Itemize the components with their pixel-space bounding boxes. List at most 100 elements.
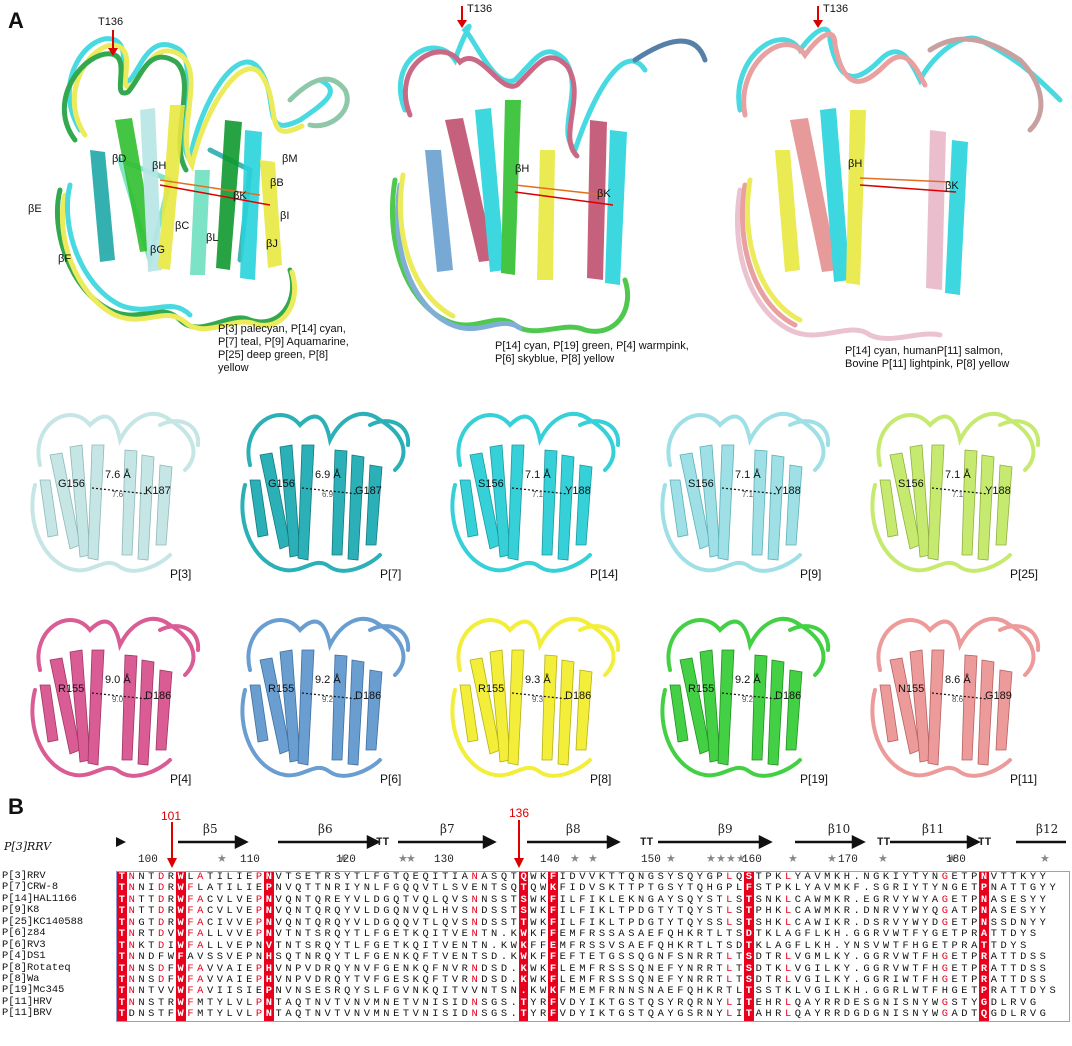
structure-drawing (660, 412, 831, 573)
svg-text:★: ★ (217, 852, 227, 865)
panel-a-label: A (8, 8, 24, 33)
svg-text:★: ★ (406, 852, 416, 865)
sequence-name: P[8]Rotateq (2, 961, 71, 974)
structure-drawing (450, 412, 621, 573)
distance-small-label: 7.1 (952, 490, 964, 499)
structure-drawing (660, 617, 831, 778)
distance-label: 9.0 Å (105, 674, 131, 686)
structure-grid: G156 K187 7.6 Å 7.6 P[3] G156 G187 6.9 Å 6.9 P[7]… (0, 385, 1072, 795)
distance-label: 7.1 Å (945, 469, 971, 481)
alignment-panel: P[3]RRV 101 136 ★ ★ ★ ★ ★ ★ ★ ★ ★ ★ ★ ★ ★ ★ ★ ★ β (0, 800, 1072, 1046)
superposition-1-caption: P[3] palecyan, P[14] cyan, P[7] teal, P[… (218, 323, 349, 374)
svg-text:★: ★ (878, 852, 888, 865)
strand-label: βB (270, 177, 284, 189)
panel-b-label: B (8, 794, 24, 819)
strand-label: βC (175, 220, 190, 232)
strand-label: βH (152, 160, 167, 172)
strand-label: βE (28, 203, 42, 215)
strand-label: βJ (266, 238, 278, 250)
distance-label: 7.1 Å (735, 469, 761, 481)
sequence-names: P[3]RRV P[7]CRW-8 P[14]HAL1166 P[9]K8 P[25]K… (2, 870, 84, 1020)
strand-label: βH (515, 163, 530, 175)
structure-cell: R155 D186 9.0 Å 9.0 P[4] (10, 590, 210, 790)
structure-drawing (30, 412, 201, 573)
svg-text:★: ★ (570, 852, 580, 865)
svg-text:★: ★ (788, 852, 798, 865)
residue-label-2: D186 (145, 690, 172, 702)
structure-name: P[25] (1010, 567, 1039, 581)
svg-text:★: ★ (716, 852, 726, 865)
strand-label: βI (280, 210, 290, 222)
residue-label-2: Y188 (985, 485, 1011, 497)
strand-label: βM (282, 153, 298, 165)
distance-label: 9.2 Å (315, 674, 341, 686)
residue-label-1: S156 (898, 478, 924, 490)
sequence-name: P[11]BRV (2, 1007, 52, 1020)
distance-small-label: 7.6 (112, 490, 124, 499)
structure-drawing (240, 412, 411, 573)
ss-label: β7 (440, 822, 455, 836)
sequence-name: P[9]K8 (2, 904, 40, 917)
svg-text:★: ★ (398, 852, 408, 865)
structure-drawing (450, 617, 621, 778)
sequence-name: P[11]HRV (2, 995, 52, 1008)
reference-label: P[3]RRV (4, 840, 52, 853)
ss-label: β11 (922, 822, 945, 836)
sequence-name: P[3]RRV (2, 870, 46, 882)
ss-label: β9 (718, 822, 733, 836)
residue-label-1: R155 (58, 683, 85, 695)
turn-label: TT (376, 837, 390, 849)
distance-label: 7.1 Å (525, 469, 551, 481)
residue-label-1: R155 (478, 683, 505, 695)
structure-drawing (870, 412, 1041, 573)
t136-marker: T136 (823, 3, 849, 15)
residue-label-2: D186 (355, 690, 382, 702)
residue-label-2: G187 (355, 485, 382, 497)
strand-label: βD (112, 153, 127, 165)
ruler-label: 150 (641, 854, 661, 866)
structure-cell: R155 D186 9.2 Å 9.2 P[19] (640, 590, 840, 790)
distance-small-label: 7.1 (532, 490, 544, 499)
superposition-1: T136 βD βH βM βB βK βE βC βI βL βG βJ βF… (20, 10, 360, 380)
superposition-2-drawing (389, 6, 708, 334)
marker-101: 101 (161, 809, 182, 823)
structure-drawing (870, 617, 1041, 778)
residue-label-1: G156 (58, 478, 85, 490)
ruler-label: 110 (240, 854, 260, 866)
structure-name: P[19] (800, 772, 829, 786)
strand-label: βK (233, 190, 247, 202)
superposition-2-caption: P[14] cyan, P[19] green, P[4] warmpink, … (495, 340, 689, 365)
structure-cell: G156 G187 6.9 Å 6.9 P[7] (220, 385, 420, 585)
strand-label: βL (206, 232, 219, 244)
residue-label-2: G189 (985, 690, 1012, 702)
distance-small-label: 9.2 (322, 695, 334, 704)
structure-cell: R155 D186 9.2 Å 9.2 P[6] (220, 590, 420, 790)
distance-label: 9.3 Å (525, 674, 551, 686)
distance-small-label: 7.1 (742, 490, 754, 499)
structure-cell: N155 G189 8.6 Å 8.6 P[11] (850, 590, 1050, 790)
distance-label: 9.2 Å (735, 674, 761, 686)
strand-label: βG (150, 244, 165, 256)
residue-label-2: D186 (565, 690, 592, 702)
distance-small-label: 9.2 (742, 695, 754, 704)
svg-text:★: ★ (726, 852, 736, 865)
marker-136: 136 (509, 806, 530, 820)
svg-text:★: ★ (736, 852, 746, 865)
sequence-name: P[25]KC140588 (2, 915, 84, 928)
residue-label-2: K187 (145, 485, 171, 497)
superposition-3-drawing (734, 6, 1063, 341)
ruler-label: 100 (138, 854, 158, 866)
t136-marker: T136 (467, 3, 493, 15)
residue-label-1: S156 (478, 478, 504, 490)
ss-label: β10 (828, 822, 851, 836)
structure-cell: G156 K187 7.6 Å 7.6 P[3] (10, 385, 210, 585)
structure-name: P[11] (1010, 772, 1038, 786)
svg-text:★: ★ (588, 852, 598, 865)
residue-label-1: S156 (688, 478, 714, 490)
turn-label: TT (877, 837, 891, 849)
